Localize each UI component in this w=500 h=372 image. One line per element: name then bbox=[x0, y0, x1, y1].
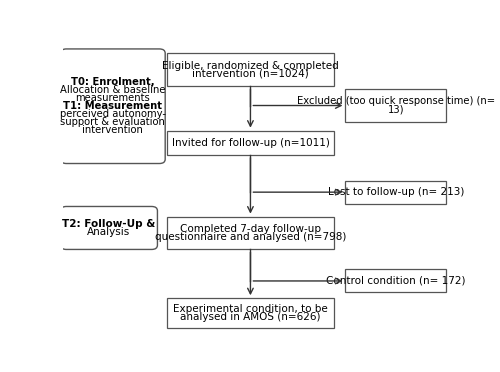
Text: Control condition (n= 172): Control condition (n= 172) bbox=[326, 276, 466, 286]
Bar bbox=[167, 217, 334, 250]
Bar bbox=[346, 181, 446, 203]
Text: Completed 7-day follow-up: Completed 7-day follow-up bbox=[180, 224, 321, 234]
Text: 13): 13) bbox=[388, 105, 404, 115]
Bar bbox=[346, 269, 446, 292]
Text: Excluded (too quick response time) (n=: Excluded (too quick response time) (n= bbox=[296, 96, 495, 106]
Text: T2: Follow-Up &: T2: Follow-Up & bbox=[62, 219, 156, 229]
Bar bbox=[346, 89, 446, 122]
Text: support & evaluation: support & evaluation bbox=[60, 117, 166, 127]
Text: perceived autonomy-: perceived autonomy- bbox=[60, 109, 166, 119]
Text: analysed in AMOS (n=626): analysed in AMOS (n=626) bbox=[180, 312, 320, 323]
Text: Allocation & baseline: Allocation & baseline bbox=[60, 85, 166, 95]
Text: Analysis: Analysis bbox=[88, 227, 130, 237]
Text: T0: Enrolment,: T0: Enrolment, bbox=[71, 77, 154, 87]
FancyBboxPatch shape bbox=[60, 206, 158, 250]
Bar bbox=[167, 131, 334, 155]
Bar bbox=[167, 53, 334, 86]
Text: T1: Measurement: T1: Measurement bbox=[64, 101, 162, 111]
Text: Invited for follow-up (n=1011): Invited for follow-up (n=1011) bbox=[172, 138, 330, 148]
Text: Experimental condition, to be: Experimental condition, to be bbox=[173, 304, 328, 314]
Text: measurements: measurements bbox=[76, 93, 150, 103]
Text: Eligible, randomized & completed: Eligible, randomized & completed bbox=[162, 61, 339, 71]
Text: questionnaire and analysed (n=798): questionnaire and analysed (n=798) bbox=[155, 232, 346, 242]
FancyBboxPatch shape bbox=[60, 49, 165, 164]
Text: intervention: intervention bbox=[82, 125, 144, 135]
Bar bbox=[167, 298, 334, 328]
Text: intervention (n=1024): intervention (n=1024) bbox=[192, 69, 309, 79]
Text: Lost to follow-up (n= 213): Lost to follow-up (n= 213) bbox=[328, 187, 464, 197]
